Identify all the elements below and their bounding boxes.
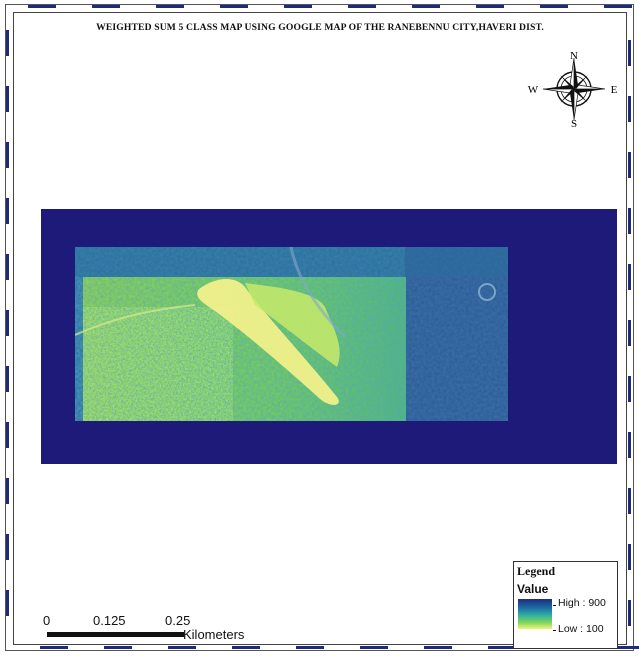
legend-high-tick (553, 605, 556, 606)
compass-w: W (528, 84, 539, 96)
scale-label-025: 0.25 (165, 613, 191, 628)
scale-bar: 0 0.125 0.25 Kilometers (40, 613, 280, 643)
map-title: WEIGHTED SUM 5 CLASS MAP USING GOOGLE MA… (96, 22, 544, 33)
legend-high-label: High : 900 (558, 597, 606, 609)
scale-unit: Kilometers (183, 627, 245, 642)
compass-e: E (611, 84, 618, 96)
map-data-frame[interactable] (41, 209, 617, 464)
compass-n: N (570, 50, 578, 62)
legend-low-label: Low : 100 (558, 623, 604, 635)
legend-low-tick (553, 630, 556, 631)
map-inner-frame (13, 12, 627, 645)
compass-s: S (571, 118, 577, 130)
compass-rose-icon: N S E W (528, 50, 618, 130)
legend-title: Legend (517, 564, 556, 578)
legend-field: Value (517, 582, 549, 596)
map-outer-frame (5, 4, 634, 651)
legend-color-ramp (518, 599, 552, 629)
north-arrow: N S E W (524, 48, 622, 130)
scale-label-0: 0 (43, 613, 51, 628)
scale-bar-line (47, 632, 184, 637)
weighted-sum-raster (75, 247, 508, 421)
scale-label-0125: 0.125 (93, 613, 126, 628)
legend: Legend Value High : 900 Low : 100 (513, 561, 618, 649)
